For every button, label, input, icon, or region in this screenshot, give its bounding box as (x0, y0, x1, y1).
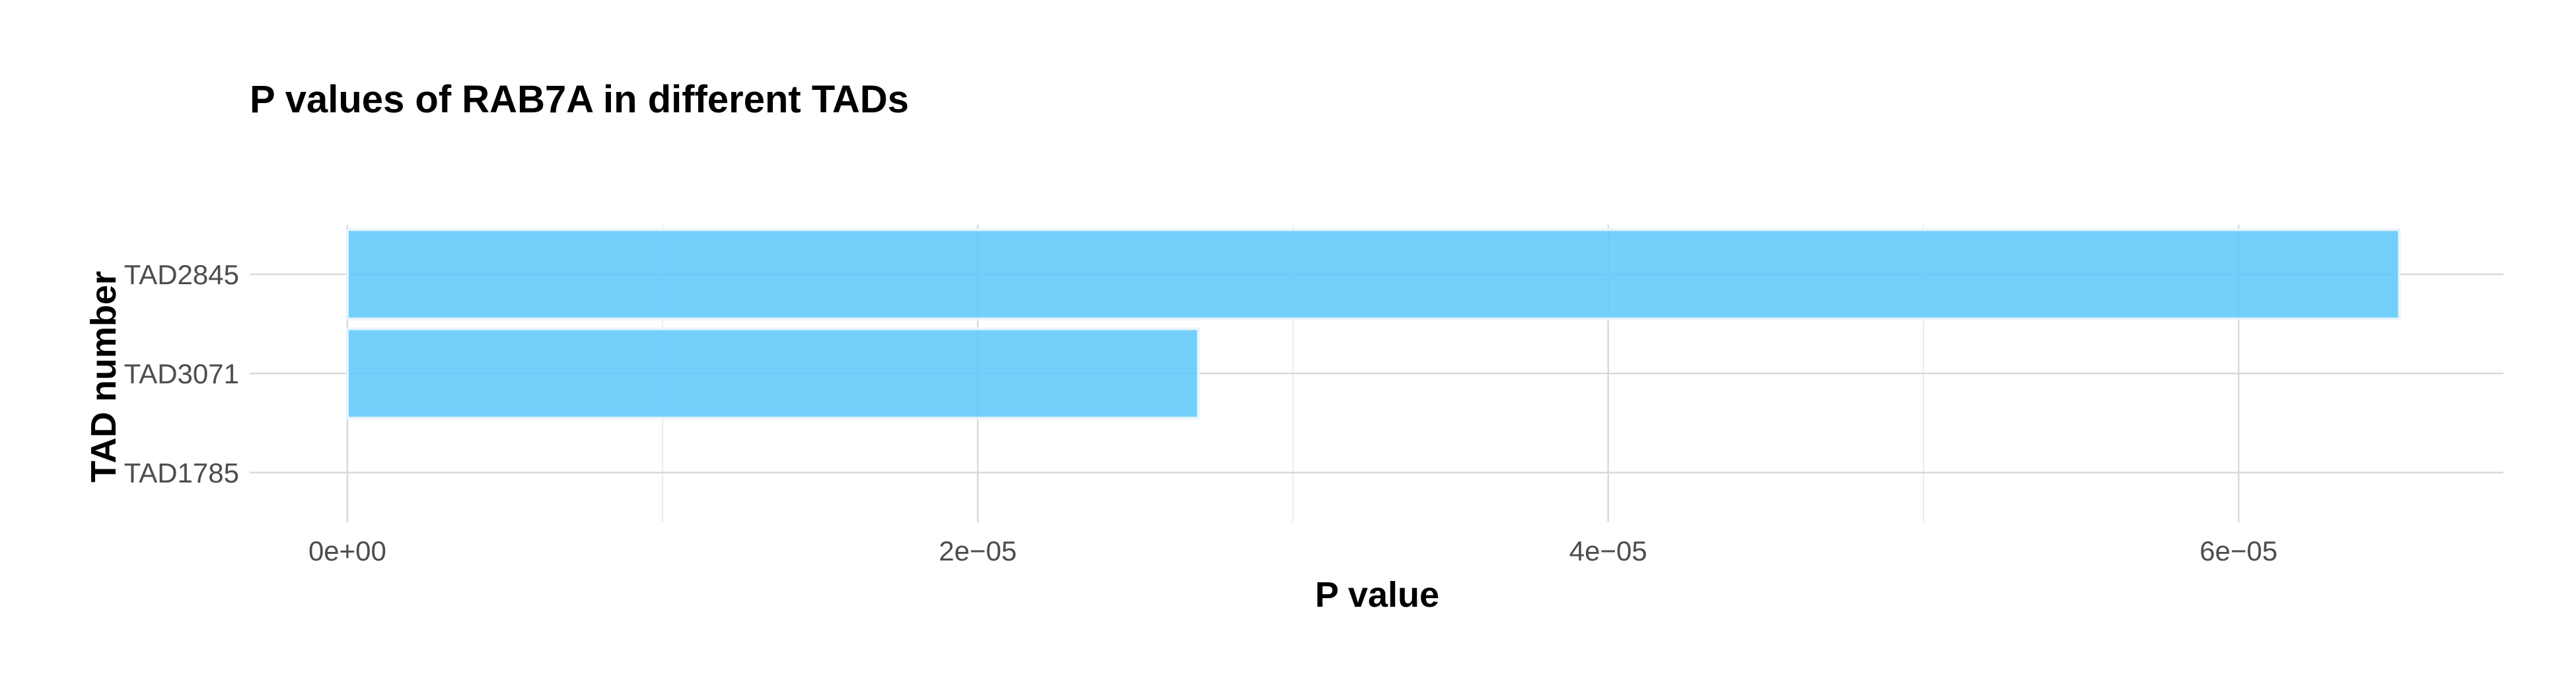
x-tick-label: 4e−05 (1569, 535, 1647, 566)
y-tick-label: TAD3071 (124, 358, 239, 389)
x-axis-ticks: 0e+00 2e−05 4e−05 6e−05 (308, 535, 2277, 566)
bar-tad2845 (345, 228, 2401, 321)
y-axis-title: TAD number (84, 271, 124, 482)
x-tick-label: 0e+00 (308, 535, 386, 566)
y-tick-label: TAD1785 (124, 457, 239, 488)
y-axis-ticks: TAD2845 TAD3071 TAD1785 (124, 259, 239, 488)
x-tick-label: 6e−05 (2200, 535, 2277, 566)
y-tick-label: TAD2845 (124, 259, 239, 290)
x-axis-title: P value (1315, 575, 1439, 615)
chart-title: P values of RAB7A in different TADs (250, 78, 909, 121)
bars (345, 228, 2401, 420)
bar-tad3071 (345, 327, 1200, 420)
x-tick-label: 2e−05 (939, 535, 1017, 566)
